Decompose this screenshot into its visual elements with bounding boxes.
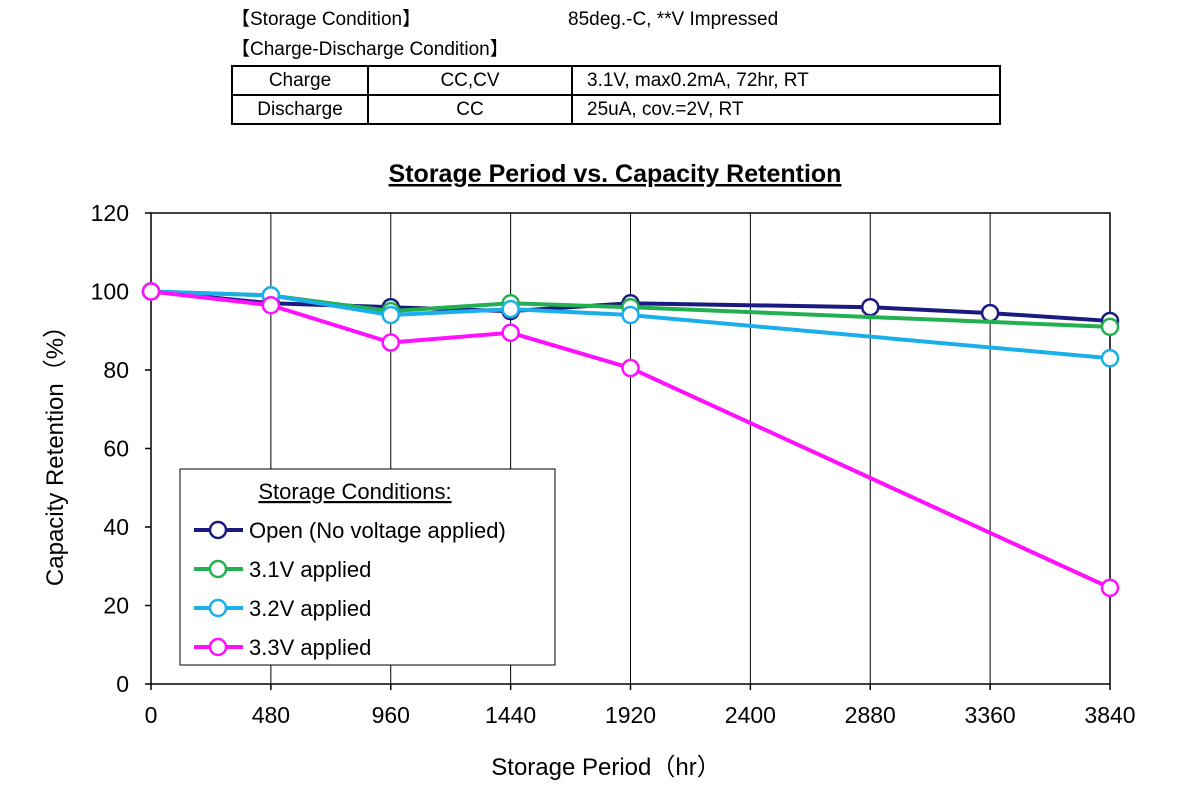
x-tick-label: 0 — [145, 702, 158, 728]
legend-title: Storage Conditions: — [258, 479, 451, 504]
table-cell-mode: Discharge — [231, 94, 369, 125]
series-line — [150, 289, 1111, 590]
data-point — [861, 297, 880, 317]
charge-discharge-condition-label: 【Charge-Discharge Condition】 — [231, 39, 509, 60]
chart-title: Storage Period vs. Capacity Retention — [389, 160, 842, 188]
y-tick-label: 100 — [91, 279, 129, 305]
x-tick-label: 1440 — [485, 702, 536, 728]
table-row: Discharge CC 25uA, cov.=2V, RT — [231, 94, 1001, 125]
data-point — [501, 299, 520, 319]
data-point — [1100, 317, 1120, 337]
x-tick-label: 480 — [252, 702, 290, 728]
legend-entry-label: 3.2V applied — [249, 596, 371, 621]
x-axis-label: Storage Period（hr） — [491, 754, 720, 781]
y-tick-label: 40 — [103, 514, 129, 540]
data-point — [980, 303, 1000, 323]
y-tick-label: 0 — [116, 671, 129, 697]
legend-marker — [208, 559, 228, 579]
legend-marker — [208, 598, 228, 618]
legend-entry-label: 3.3V applied — [249, 635, 371, 660]
legend-entry-label: Open (No voltage applied) — [249, 518, 506, 543]
data-point — [621, 305, 640, 325]
y-tick-label: 20 — [103, 593, 129, 619]
table-cell-detail: 3.1V, max0.2mA, 72hr, RT — [571, 65, 1001, 96]
table-cell-method: CC — [367, 94, 573, 125]
x-tick-label: 3840 — [1084, 702, 1135, 728]
x-tick-label: 3360 — [965, 702, 1016, 728]
legend-marker — [208, 520, 228, 540]
series-line — [150, 289, 1111, 361]
data-point — [621, 358, 640, 378]
data-point — [501, 323, 520, 342]
data-point — [141, 282, 161, 301]
data-point — [261, 295, 281, 315]
data-point — [381, 305, 400, 325]
x-tick-label: 1920 — [605, 702, 656, 728]
y-tick-label: 60 — [103, 436, 129, 462]
table-cell-method: CC,CV — [367, 65, 573, 96]
data-point — [1100, 348, 1120, 368]
tick-layer: 0 480 960 1440 1920 2400 2880 3360 3840 0 20 40 60 80… — [91, 200, 1136, 728]
series-group — [141, 282, 1120, 598]
table-cell-mode: Charge — [231, 65, 369, 96]
x-tick-label: 960 — [372, 702, 410, 728]
data-point — [1100, 578, 1120, 598]
series-layer — [141, 282, 1120, 598]
storage-condition-value: 85deg.-C, **V Impressed — [568, 9, 779, 30]
legend-entry-label: 3.1V applied — [249, 557, 371, 582]
legend: Storage Conditions: Open (No voltage app… — [179, 468, 556, 666]
x-tick-label: 2880 — [845, 702, 896, 728]
x-tick-label: 2400 — [725, 702, 776, 728]
y-axis-label: Capacity Retention（%） — [42, 314, 69, 586]
condition-table: Charge CC,CV 3.1V, max0.2mA, 72hr, RT Di… — [231, 65, 1001, 125]
table-row: Charge CC,CV 3.1V, max0.2mA, 72hr, RT — [231, 65, 1001, 96]
table-cell-detail: 25uA, cov.=2V, RT — [571, 94, 1001, 125]
storage-condition-label: 【Storage Condition】 — [231, 9, 422, 30]
data-point — [381, 333, 400, 352]
y-tick-label: 80 — [103, 357, 129, 383]
y-tick-label: 120 — [91, 200, 129, 226]
legend-marker — [208, 637, 228, 657]
